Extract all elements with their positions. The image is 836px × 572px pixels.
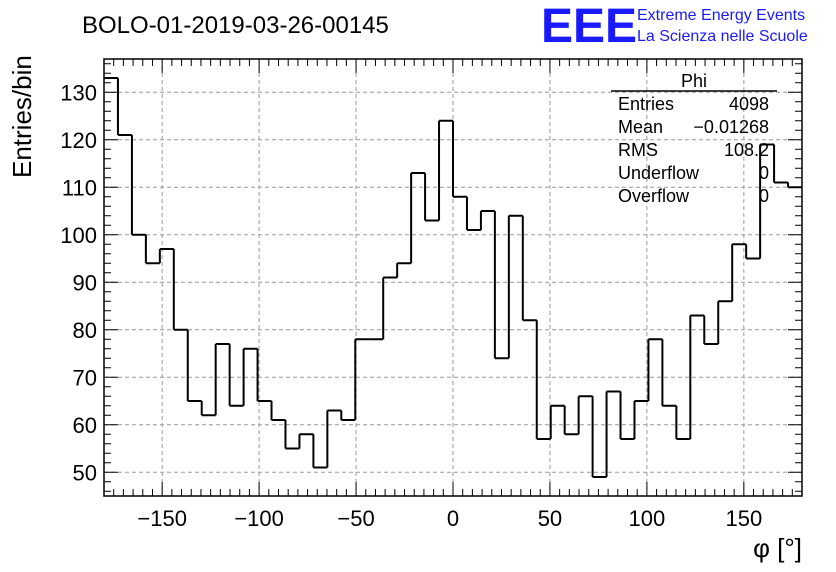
run-title: BOLO-01-2019-03-26-00145 (82, 12, 389, 39)
x-tick-labels: −150 −100 −50 0 50 100 150 (137, 506, 762, 531)
y-tick-label: 100 (60, 223, 97, 248)
y-tick-labels: 50 60 70 80 90 100 110 120 130 (60, 80, 97, 485)
axis-ticks (104, 59, 802, 496)
stats-rows: Entries 4098 Mean −0.01268 RMS 108.2 Underflow… (618, 94, 769, 206)
x-tick-label: −150 (137, 506, 187, 531)
grid-lines (104, 59, 802, 496)
eee-logo: EEE Extreme Energy Events La Scienza nel… (541, 0, 808, 53)
y-tick-label: 130 (60, 80, 97, 105)
stats-row-value: 0 (759, 163, 769, 183)
stats-title: Phi (681, 71, 707, 91)
y-tick-label: 50 (73, 460, 97, 485)
y-tick-label: 70 (73, 365, 97, 390)
logo-line-2: La Scienza nelle Scuole (637, 28, 808, 45)
stats-row-value: 4098 (729, 94, 769, 114)
stats-box: Phi Entries 4098 Mean −0.01268 RMS 108.2 Under… (611, 71, 777, 206)
stats-row-label: Entries (618, 94, 674, 114)
x-tick-label: −100 (234, 506, 284, 531)
stats-row-label: Mean (618, 117, 663, 137)
logo-text: EEE (541, 0, 637, 53)
x-tick-label: 0 (447, 506, 459, 531)
stats-row-value: 108.2 (724, 140, 769, 160)
x-tick-label: 100 (629, 506, 666, 531)
y-tick-label: 80 (73, 318, 97, 343)
logo-line-1: Extreme Energy Events (637, 7, 805, 24)
stats-row-value: 0 (759, 186, 769, 206)
stats-row-label: RMS (618, 140, 658, 160)
y-axis-title: Entries/bin (7, 55, 37, 178)
x-axis-title: φ [°] (753, 533, 802, 563)
y-tick-label: 60 (73, 413, 97, 438)
y-tick-label: 90 (73, 270, 97, 295)
histogram-bars (104, 77, 802, 478)
x-tick-label: 150 (725, 506, 762, 531)
stats-row-label: Overflow (618, 186, 690, 206)
x-tick-label: 50 (538, 506, 562, 531)
stats-row-label: Underflow (618, 163, 700, 183)
stats-row-value: −0.01268 (693, 117, 769, 137)
x-tick-label: −50 (337, 506, 374, 531)
y-tick-label: 110 (62, 175, 97, 200)
y-tick-label: 120 (60, 128, 97, 153)
